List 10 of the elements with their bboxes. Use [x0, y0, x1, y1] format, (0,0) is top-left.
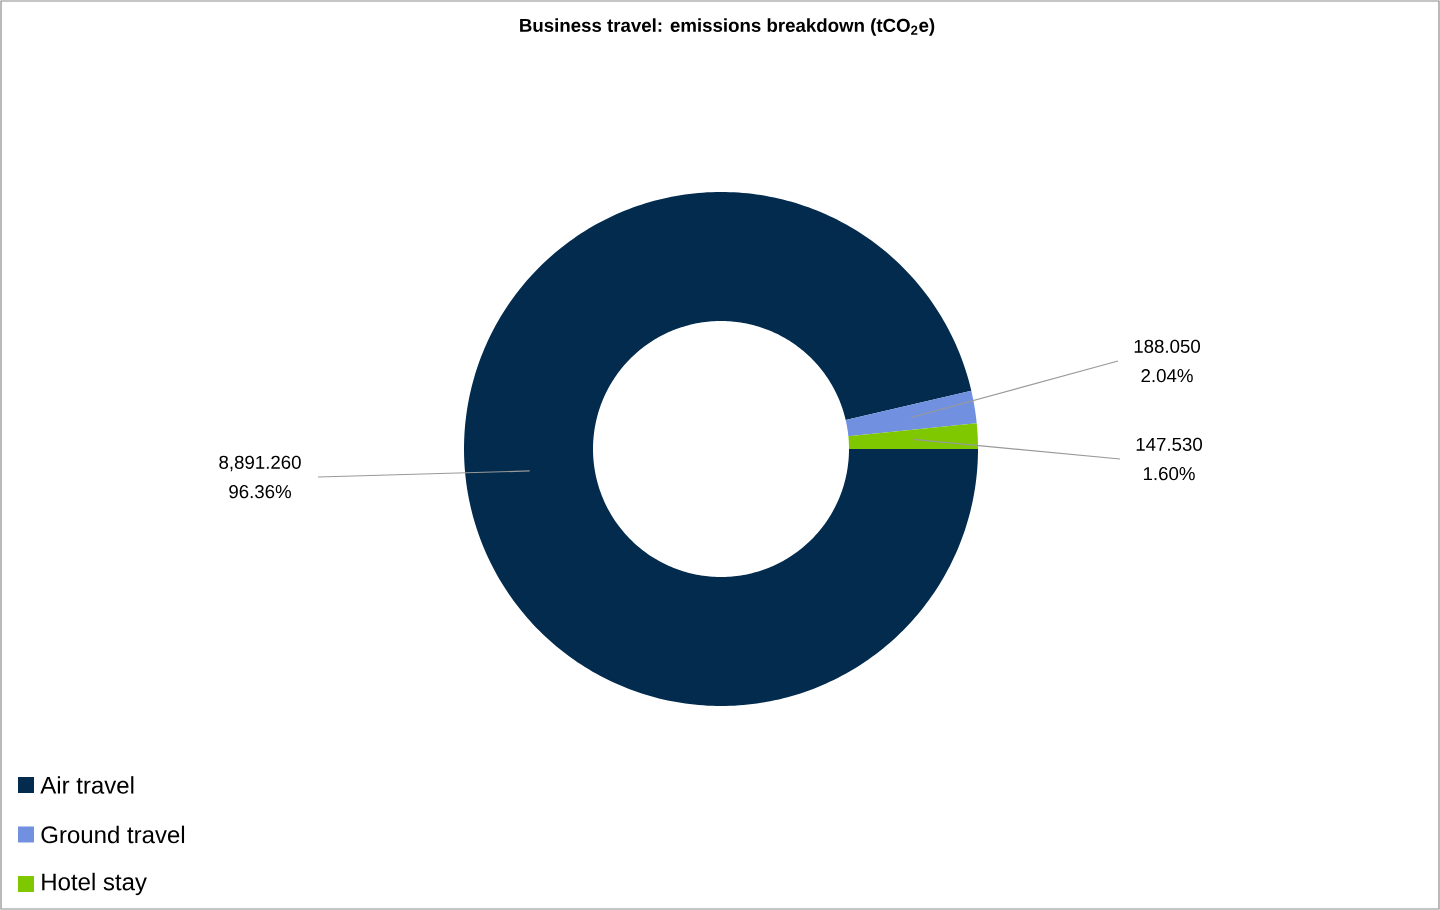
legend-label: Ground travel: [41, 825, 185, 844]
text: 96.36%: [229, 485, 291, 499]
text: 2.04%: [1141, 369, 1193, 383]
text: 1.60%: [1143, 467, 1195, 481]
chart-title: Business travel: emissions breakdown (tCO$_{2}$e): [520, 18, 935, 36]
legend-label: Air travel: [40, 776, 134, 794]
data-label: 147.530: [1136, 437, 1203, 451]
data-label: 8,891.260: [219, 455, 301, 472]
data-label: 188.050: [1134, 339, 1201, 353]
legend-label: Hotel stay: [42, 872, 147, 896]
